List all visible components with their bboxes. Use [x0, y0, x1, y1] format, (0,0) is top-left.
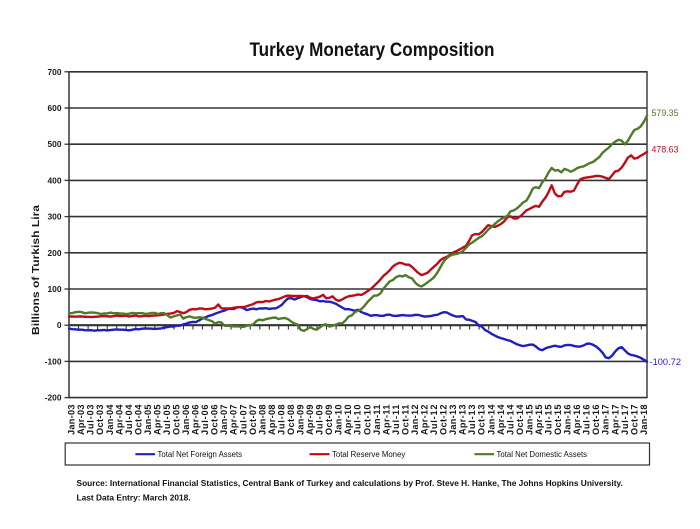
svg-text:200: 200 — [48, 248, 62, 258]
svg-text:Jul-12: Jul-12 — [429, 405, 439, 436]
svg-text:478.63: 478.63 — [652, 144, 679, 155]
svg-text:Jan-08: Jan-08 — [257, 405, 267, 436]
svg-text:Total Net Foreign Assets: Total Net Foreign Assets — [158, 450, 243, 459]
svg-text:Jul-07: Jul-07 — [238, 405, 248, 436]
svg-text:Jan-18: Jan-18 — [639, 405, 649, 436]
svg-text:Apr-06: Apr-06 — [191, 405, 201, 436]
svg-text:Apr-15: Apr-15 — [534, 405, 544, 436]
svg-text:400: 400 — [48, 175, 62, 185]
svg-text:700: 700 — [48, 67, 62, 77]
svg-text:Jul-13: Jul-13 — [467, 405, 477, 436]
svg-text:Jan-06: Jan-06 — [181, 405, 191, 436]
svg-text:Oct-04: Oct-04 — [133, 404, 143, 435]
svg-text:Oct-16: Oct-16 — [591, 405, 601, 436]
svg-text:0: 0 — [57, 320, 62, 330]
svg-text:Oct-09: Oct-09 — [324, 405, 334, 436]
svg-text:Apr-17: Apr-17 — [610, 405, 620, 436]
svg-text:Jul-06: Jul-06 — [200, 405, 210, 436]
svg-text:Jan-03: Jan-03 — [67, 405, 77, 436]
svg-text:Billions of Turkish Lira: Billions of Turkish Lira — [30, 205, 42, 335]
svg-text:Jul-08: Jul-08 — [276, 405, 286, 436]
svg-text:Jul-14: Jul-14 — [505, 404, 515, 435]
svg-text:Apr-03: Apr-03 — [76, 405, 86, 436]
svg-text:Oct-10: Oct-10 — [362, 405, 372, 436]
svg-text:Apr-05: Apr-05 — [152, 405, 162, 436]
svg-text:Jan-13: Jan-13 — [448, 405, 458, 436]
svg-text:600: 600 — [48, 103, 62, 113]
svg-text:Oct-15: Oct-15 — [553, 405, 563, 436]
svg-text:Jan-04: Jan-04 — [105, 404, 115, 435]
svg-text:Jul-03: Jul-03 — [86, 405, 96, 436]
svg-text:Jul-09: Jul-09 — [315, 405, 325, 436]
svg-text:579.35: 579.35 — [652, 108, 679, 119]
svg-text:Source: International Financia: Source: International Financial Statisti… — [77, 478, 623, 488]
svg-text:Jan-17: Jan-17 — [601, 405, 611, 436]
svg-text:Apr-11: Apr-11 — [381, 405, 391, 436]
svg-text:Oct-07: Oct-07 — [248, 405, 258, 436]
svg-text:Jan-05: Jan-05 — [143, 405, 153, 436]
svg-text:Jul-04: Jul-04 — [124, 404, 134, 435]
svg-text:Jan-12: Jan-12 — [410, 405, 420, 436]
svg-text:Jul-10: Jul-10 — [353, 405, 363, 436]
svg-text:300: 300 — [48, 212, 62, 222]
svg-text:Oct-05: Oct-05 — [172, 405, 182, 436]
svg-text:Jul-11: Jul-11 — [391, 405, 401, 436]
svg-text:Jan-15: Jan-15 — [524, 405, 534, 436]
svg-text:Apr-13: Apr-13 — [458, 405, 468, 436]
svg-text:Apr-16: Apr-16 — [572, 405, 582, 436]
svg-text:100: 100 — [48, 284, 62, 294]
svg-text:Oct-08: Oct-08 — [286, 405, 296, 436]
svg-text:Apr-12: Apr-12 — [420, 405, 430, 436]
svg-text:Total Net Domestic Assets: Total Net Domestic Assets — [497, 450, 588, 459]
svg-text:Jul-17: Jul-17 — [620, 405, 630, 436]
svg-text:Jan-09: Jan-09 — [296, 405, 306, 436]
svg-text:Apr-09: Apr-09 — [305, 405, 315, 436]
svg-text:Jan-14: Jan-14 — [486, 404, 496, 435]
svg-text:Oct-13: Oct-13 — [477, 405, 487, 436]
svg-text:Oct-14: Oct-14 — [515, 404, 525, 435]
svg-text:Total Reserve Money: Total Reserve Money — [332, 450, 405, 459]
svg-text:Apr-08: Apr-08 — [267, 405, 277, 436]
svg-text:Oct-06: Oct-06 — [210, 405, 220, 436]
svg-text:Apr-14: Apr-14 — [496, 404, 506, 435]
svg-text:Jul-15: Jul-15 — [544, 405, 554, 436]
svg-text:-200: -200 — [45, 393, 62, 403]
svg-text:Jan-16: Jan-16 — [563, 405, 573, 436]
svg-text:Apr-10: Apr-10 — [343, 405, 353, 436]
svg-text:Apr-04: Apr-04 — [114, 404, 124, 435]
svg-text:Oct-03: Oct-03 — [95, 405, 105, 436]
svg-text:-100: -100 — [45, 356, 62, 366]
svg-text:Oct-17: Oct-17 — [629, 405, 639, 436]
svg-text:500: 500 — [48, 139, 62, 149]
svg-text:Jan-07: Jan-07 — [219, 405, 229, 436]
svg-text:Jul-05: Jul-05 — [162, 405, 172, 436]
svg-text:Oct-11: Oct-11 — [400, 405, 410, 436]
svg-text:Last Data Entry: March 2018.: Last Data Entry: March 2018. — [77, 493, 191, 503]
svg-text:-100.72: -100.72 — [650, 357, 682, 368]
svg-text:Jan-10: Jan-10 — [334, 405, 344, 436]
svg-text:Oct-12: Oct-12 — [439, 405, 449, 436]
svg-text:Apr-07: Apr-07 — [229, 405, 239, 436]
svg-text:Jul-16: Jul-16 — [582, 405, 592, 436]
svg-text:Jan-11: Jan-11 — [372, 405, 382, 436]
svg-text:Turkey Monetary Composition: Turkey Monetary Composition — [250, 39, 495, 61]
